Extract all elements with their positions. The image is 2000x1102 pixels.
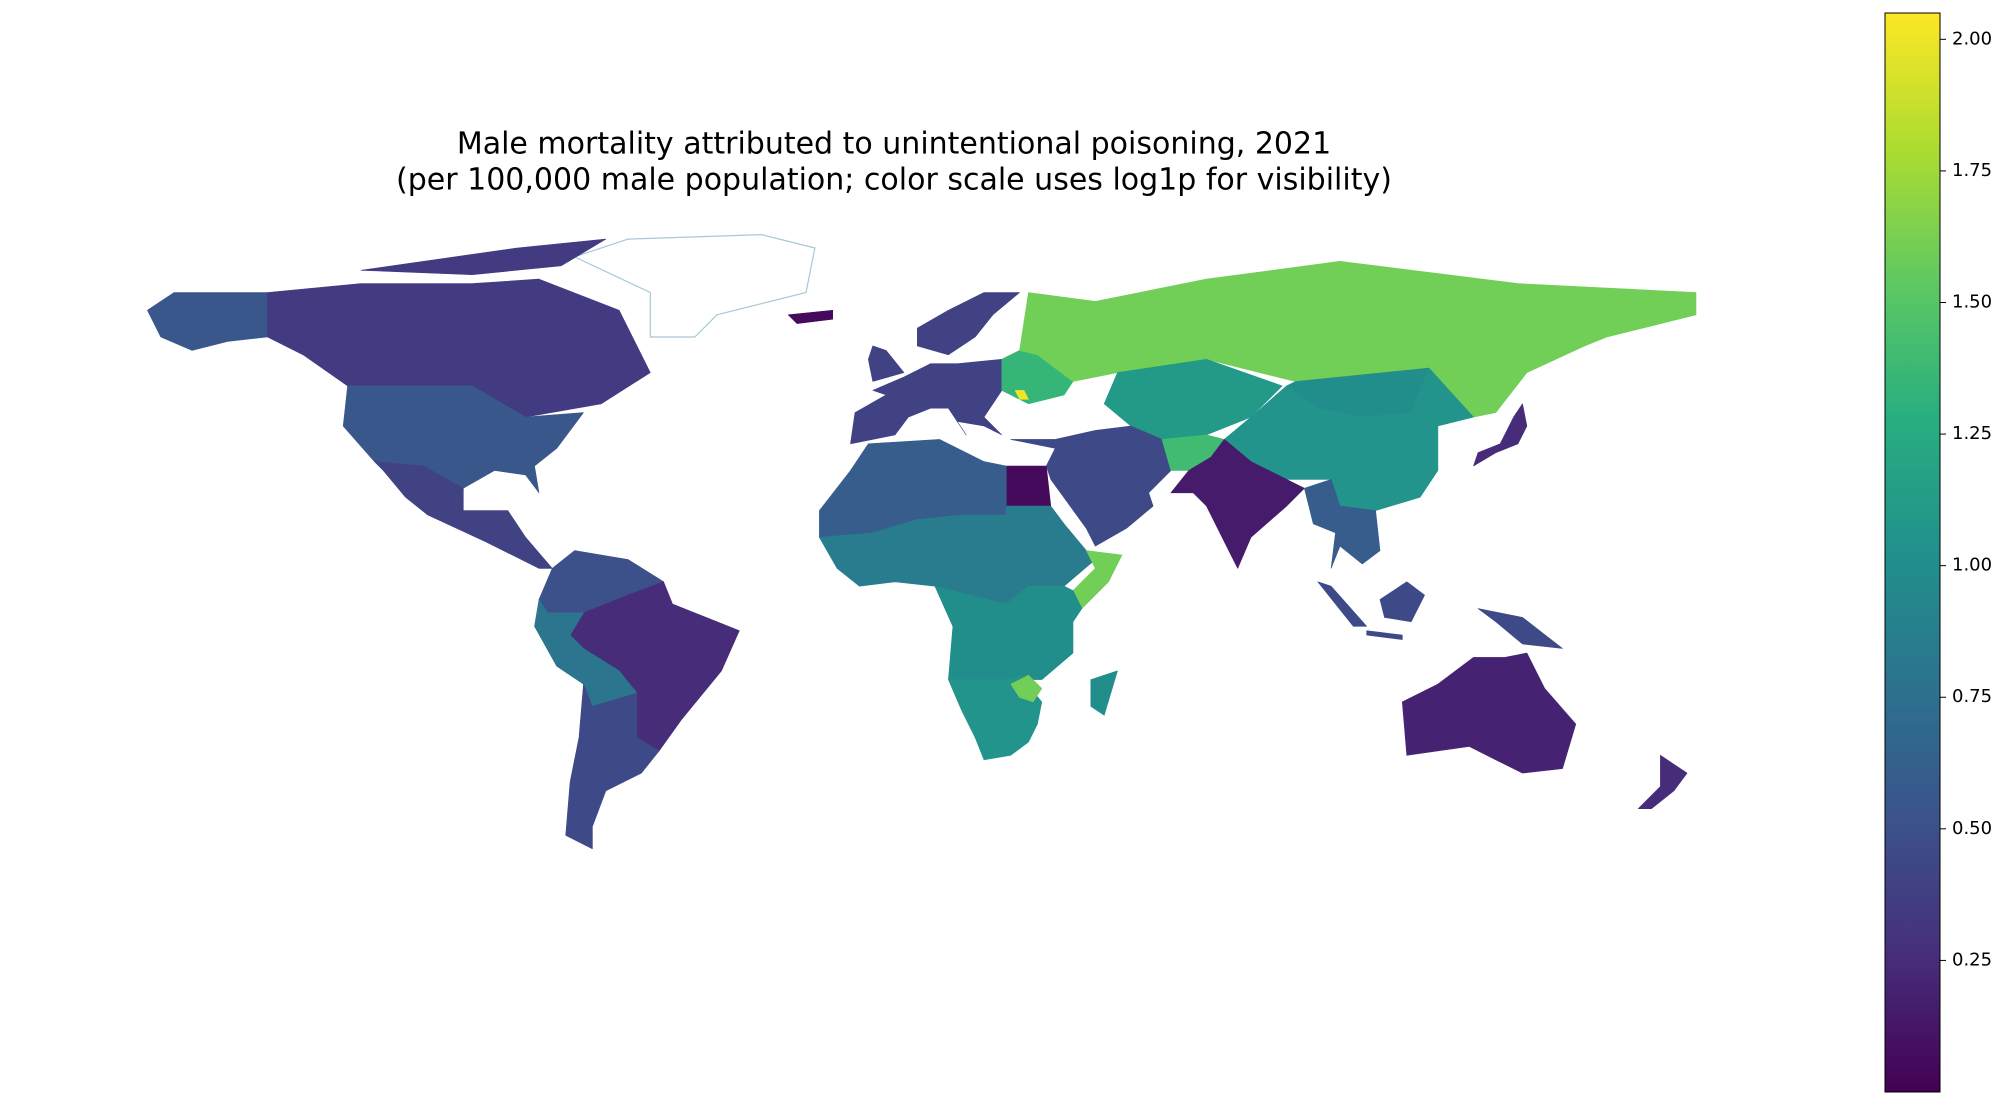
country-region — [534, 599, 638, 707]
country-region — [1006, 465, 1052, 507]
country-region — [1010, 425, 1172, 547]
country-region — [850, 359, 1003, 445]
country-region — [1473, 403, 1528, 467]
colorbar-tick-label: 0.25 — [1952, 949, 1992, 970]
colorbar-tick-label: 0.75 — [1952, 686, 1992, 707]
country-region — [1014, 390, 1029, 400]
colorbar-tick-label: 1.00 — [1952, 555, 1992, 576]
colorbar-tick-label: 2.00 — [1952, 28, 1992, 49]
country-region — [1402, 652, 1577, 774]
country-region — [1170, 439, 1305, 569]
country-region — [1304, 479, 1381, 569]
country-region — [147, 292, 268, 351]
country-region — [1317, 581, 1563, 649]
chart-subtitle: (per 100,000 male population; color scal… — [396, 163, 1392, 198]
country-region — [1090, 670, 1118, 716]
colorbar-tick-label: 1.50 — [1952, 291, 1992, 312]
country-region — [868, 345, 905, 382]
country-region — [948, 674, 1043, 761]
country-region — [1010, 674, 1043, 703]
colorbar-tick-label: 1.75 — [1952, 160, 1992, 181]
country-region — [565, 683, 660, 850]
country-region — [787, 310, 833, 324]
map — [147, 233, 1697, 850]
chart-title: Male mortality attributed to unintention… — [457, 127, 1331, 162]
country-region — [1637, 755, 1688, 809]
country-region — [917, 292, 1020, 356]
colorbar-tick-label: 1.25 — [1952, 423, 1992, 444]
colorbar — [1884, 12, 1941, 1093]
colorbar-tick-label: 0.50 — [1952, 818, 1992, 839]
no-data-land — [572, 233, 816, 338]
country-region — [267, 238, 651, 418]
